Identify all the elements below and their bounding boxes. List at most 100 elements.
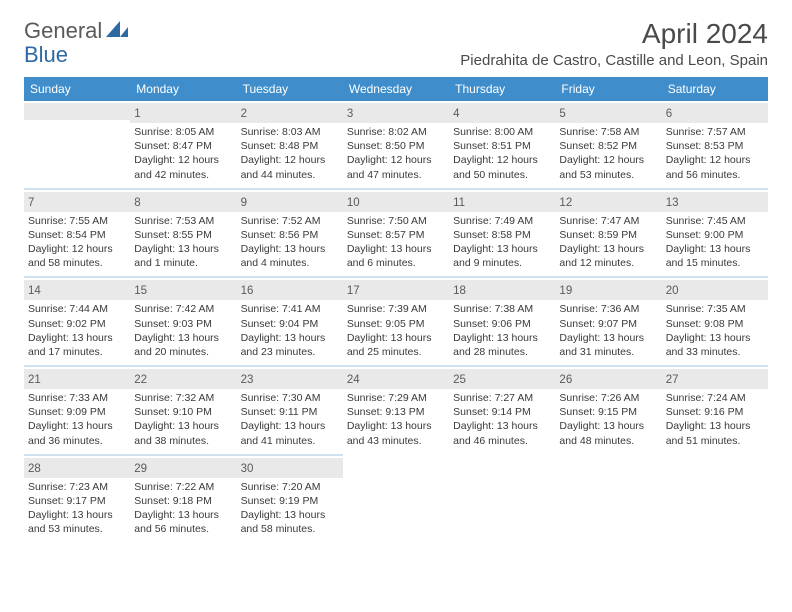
sunset-text: Sunset: 8:59 PM <box>559 228 657 242</box>
dl2-text: and 25 minutes. <box>347 345 445 359</box>
sunset-text: Sunset: 8:53 PM <box>666 139 764 153</box>
dl1-text: Daylight: 12 hours <box>134 153 232 167</box>
dl1-text: Daylight: 13 hours <box>134 331 232 345</box>
logo-text-general: General <box>24 18 102 44</box>
dl2-text: and 9 minutes. <box>453 256 551 270</box>
dl2-text: and 58 minutes. <box>28 256 126 270</box>
dl1-text: Daylight: 13 hours <box>241 508 339 522</box>
dl1-text: Daylight: 13 hours <box>28 419 126 433</box>
sunset-text: Sunset: 9:17 PM <box>28 494 126 508</box>
day-num-row: 2 <box>237 103 343 123</box>
day-header: Saturday <box>662 77 768 101</box>
day-number: 18 <box>453 285 466 297</box>
day-cell: 11Sunrise: 7:49 AMSunset: 8:58 PMDayligh… <box>449 188 555 277</box>
day-num-row: 15 <box>130 280 236 300</box>
day-cell: 4Sunrise: 8:00 AMSunset: 8:51 PMDaylight… <box>449 101 555 188</box>
day-header: Sunday <box>24 77 130 101</box>
day-num-row: 13 <box>662 192 768 212</box>
sunset-text: Sunset: 9:09 PM <box>28 405 126 419</box>
dl1-text: Daylight: 12 hours <box>453 153 551 167</box>
sunrise-text: Sunrise: 7:23 AM <box>28 480 126 494</box>
day-num-row: 26 <box>555 369 661 389</box>
sunrise-text: Sunrise: 7:57 AM <box>666 125 764 139</box>
day-num-row: 5 <box>555 103 661 123</box>
sunrise-text: Sunrise: 7:44 AM <box>28 302 126 316</box>
dl2-text: and 51 minutes. <box>666 434 764 448</box>
dl2-text: and 4 minutes. <box>241 256 339 270</box>
sunrise-text: Sunrise: 7:49 AM <box>453 214 551 228</box>
dl2-text: and 42 minutes. <box>134 168 232 182</box>
day-num-row: 22 <box>130 369 236 389</box>
dl2-text: and 12 minutes. <box>559 256 657 270</box>
dl2-text: and 20 minutes. <box>134 345 232 359</box>
day-number: 30 <box>241 463 254 475</box>
dl1-text: Daylight: 13 hours <box>134 419 232 433</box>
sunset-text: Sunset: 9:15 PM <box>559 405 657 419</box>
day-num-row: 10 <box>343 192 449 212</box>
day-cell: 13Sunrise: 7:45 AMSunset: 9:00 PMDayligh… <box>662 188 768 277</box>
dl1-text: Daylight: 13 hours <box>347 331 445 345</box>
day-cell: 9Sunrise: 7:52 AMSunset: 8:56 PMDaylight… <box>237 188 343 277</box>
day-number: 12 <box>559 197 572 209</box>
day-cell: 14Sunrise: 7:44 AMSunset: 9:02 PMDayligh… <box>24 276 130 365</box>
sunrise-text: Sunrise: 7:42 AM <box>134 302 232 316</box>
day-cell <box>343 454 449 543</box>
sunset-text: Sunset: 9:08 PM <box>666 317 764 331</box>
day-number: 24 <box>347 374 360 386</box>
day-cell: 30Sunrise: 7:20 AMSunset: 9:19 PMDayligh… <box>237 454 343 543</box>
sunrise-text: Sunrise: 7:39 AM <box>347 302 445 316</box>
sunrise-text: Sunrise: 7:32 AM <box>134 391 232 405</box>
day-cell: 2Sunrise: 8:03 AMSunset: 8:48 PMDaylight… <box>237 101 343 188</box>
dl1-text: Daylight: 13 hours <box>453 331 551 345</box>
sunrise-text: Sunrise: 8:00 AM <box>453 125 551 139</box>
sunrise-text: Sunrise: 7:38 AM <box>453 302 551 316</box>
dl2-text: and 28 minutes. <box>453 345 551 359</box>
sunset-text: Sunset: 8:57 PM <box>347 228 445 242</box>
sunrise-text: Sunrise: 7:58 AM <box>559 125 657 139</box>
dl1-text: Daylight: 13 hours <box>666 419 764 433</box>
day-num-row: 23 <box>237 369 343 389</box>
day-number: 7 <box>28 197 34 209</box>
dl2-text: and 15 minutes. <box>666 256 764 270</box>
day-cell: 17 Sunrise: 7:39 AMSunset: 9:05 PMDayligh… <box>343 276 449 365</box>
day-number: 17 <box>347 285 360 297</box>
sunrise-text: Sunrise: 7:35 AM <box>666 302 764 316</box>
day-cell: 23Sunrise: 7:30 AMSunset: 9:11 PMDayligh… <box>237 365 343 454</box>
sunrise-text: Sunrise: 7:26 AM <box>559 391 657 405</box>
day-number: 2 <box>241 108 247 120</box>
sunset-text: Sunset: 9:18 PM <box>134 494 232 508</box>
dl1-text: Daylight: 13 hours <box>28 331 126 345</box>
dl1-text: Daylight: 13 hours <box>134 508 232 522</box>
sunset-text: Sunset: 8:58 PM <box>453 228 551 242</box>
day-number: 20 <box>666 285 679 297</box>
sunrise-text: Sunrise: 8:05 AM <box>134 125 232 139</box>
day-number: 27 <box>666 374 679 386</box>
day-num-row: 3 <box>343 103 449 123</box>
day-cell: 8Sunrise: 7:53 AMSunset: 8:55 PMDaylight… <box>130 188 236 277</box>
dl1-text: Daylight: 13 hours <box>559 242 657 256</box>
day-number: 8 <box>134 197 140 209</box>
day-num-row: 6 <box>662 103 768 123</box>
day-number: 21 <box>28 374 41 386</box>
sunrise-text: Sunrise: 7:22 AM <box>134 480 232 494</box>
dl1-text: Daylight: 13 hours <box>453 242 551 256</box>
day-num-row: 16 <box>237 280 343 300</box>
sunrise-text: Sunrise: 7:30 AM <box>241 391 339 405</box>
day-number: 25 <box>453 374 466 386</box>
dl2-text: and 46 minutes. <box>453 434 551 448</box>
dl1-text: Daylight: 13 hours <box>666 242 764 256</box>
day-cell <box>449 454 555 543</box>
day-num-row: 19 <box>555 280 661 300</box>
day-num-row: 24 <box>343 369 449 389</box>
sunset-text: Sunset: 9:05 PM <box>347 317 445 331</box>
dl2-text: and 47 minutes. <box>347 168 445 182</box>
day-number: 13 <box>666 197 679 209</box>
sunrise-text: Sunrise: 7:27 AM <box>453 391 551 405</box>
dl1-text: Daylight: 13 hours <box>241 419 339 433</box>
day-cell: 28Sunrise: 7:23 AMSunset: 9:17 PMDayligh… <box>24 454 130 543</box>
sunset-text: Sunset: 8:54 PM <box>28 228 126 242</box>
day-num-row: 1 <box>130 103 236 123</box>
sunrise-text: Sunrise: 7:47 AM <box>559 214 657 228</box>
dl1-text: Daylight: 13 hours <box>241 242 339 256</box>
day-num-row: 14 <box>24 280 130 300</box>
